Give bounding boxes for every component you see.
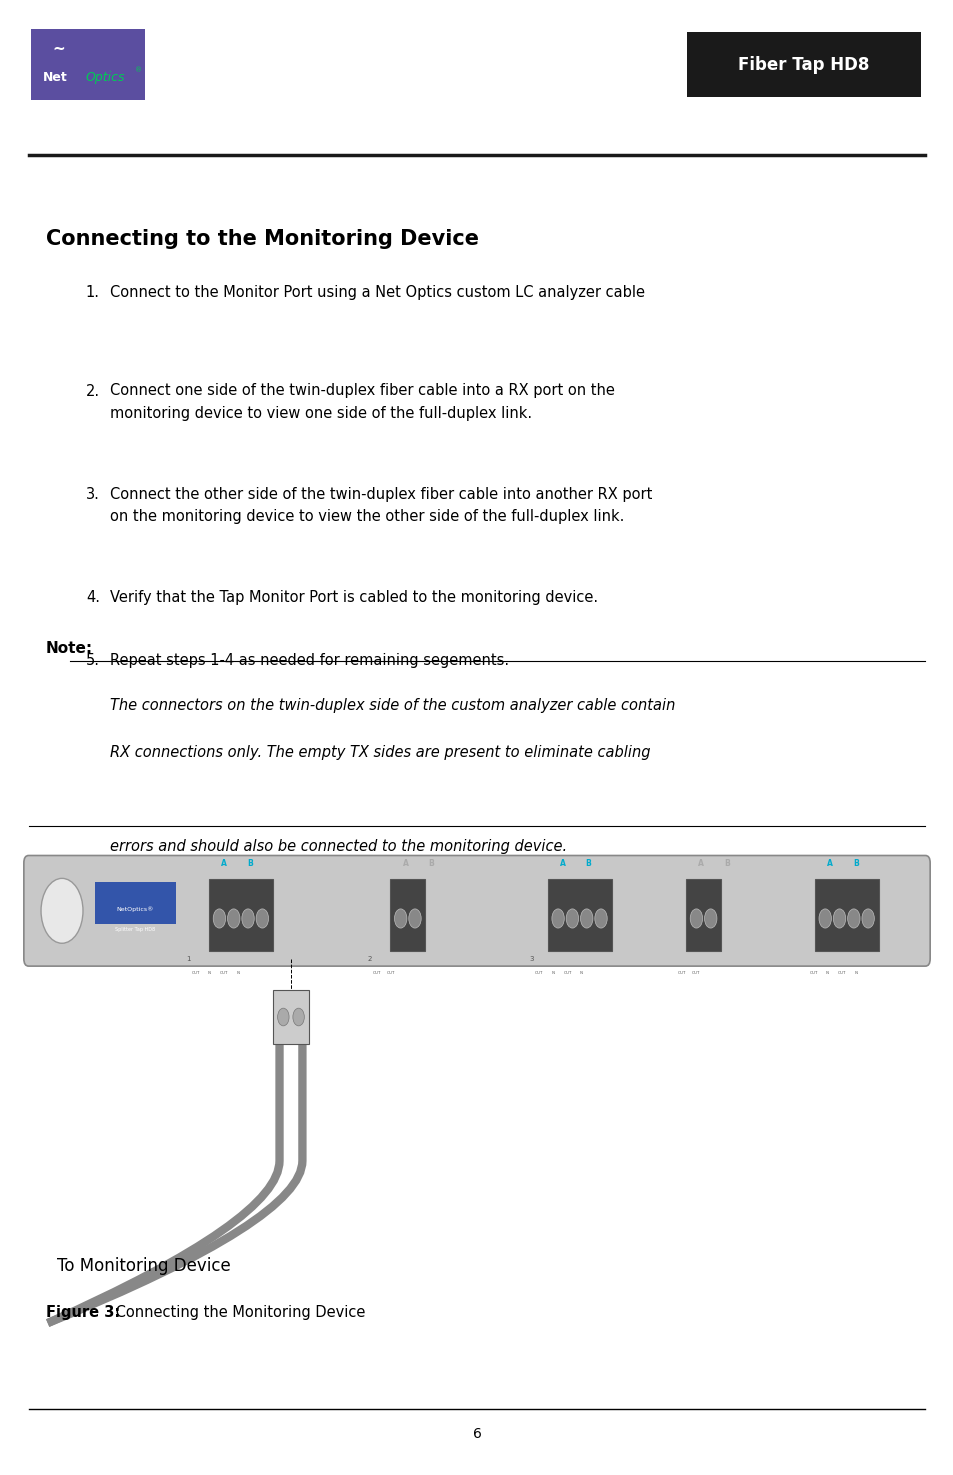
Text: IN: IN [854, 971, 858, 975]
FancyBboxPatch shape [685, 879, 720, 951]
Text: Connect to the Monitor Port using a Net Optics custom LC analyzer cable: Connect to the Monitor Port using a Net … [110, 285, 644, 299]
Text: errors and should also be connected to the monitoring device.: errors and should also be connected to t… [110, 839, 566, 854]
Text: ®: ® [134, 68, 142, 74]
Text: Connect one side of the twin-duplex fiber cable into a RX port on the
monitoring: Connect one side of the twin-duplex fibe… [110, 384, 614, 420]
Text: B: B [723, 858, 729, 867]
Text: OUT: OUT [373, 971, 380, 975]
Text: 4.: 4. [86, 590, 100, 605]
Circle shape [227, 909, 239, 928]
Text: Verify that the Tap Monitor Port is cabled to the monitoring device.: Verify that the Tap Monitor Port is cabl… [110, 590, 598, 605]
Text: B: B [247, 858, 253, 867]
Circle shape [394, 909, 406, 928]
Text: 3: 3 [529, 956, 534, 962]
Text: Note:: Note: [46, 642, 92, 656]
Text: Splitter Tap HD8: Splitter Tap HD8 [115, 928, 155, 932]
Text: IN: IN [579, 971, 583, 975]
Text: A: A [559, 858, 565, 867]
Text: A: A [221, 858, 227, 867]
Text: OUT: OUT [192, 971, 199, 975]
Text: IN: IN [236, 971, 240, 975]
Text: Figure 3:: Figure 3: [46, 1305, 120, 1320]
FancyBboxPatch shape [95, 882, 176, 923]
Text: OUT: OUT [809, 971, 817, 975]
Circle shape [861, 909, 873, 928]
FancyBboxPatch shape [686, 32, 920, 97]
Text: B: B [428, 858, 434, 867]
FancyBboxPatch shape [24, 855, 929, 966]
FancyBboxPatch shape [547, 879, 611, 951]
Text: OUT: OUT [387, 971, 395, 975]
Circle shape [565, 909, 578, 928]
Text: OUT: OUT [220, 971, 228, 975]
Circle shape [551, 909, 563, 928]
Text: ~: ~ [52, 41, 66, 58]
Text: 1: 1 [186, 956, 191, 962]
Text: Fiber Tap HD8: Fiber Tap HD8 [738, 56, 868, 74]
Text: OUT: OUT [678, 971, 685, 975]
Circle shape [846, 909, 860, 928]
Text: RX connections only. The empty TX sides are present to eliminate cabling: RX connections only. The empty TX sides … [110, 745, 650, 760]
Text: 2.: 2. [86, 384, 100, 398]
Text: 1.: 1. [86, 285, 100, 299]
Text: 2: 2 [367, 956, 372, 962]
Text: OUT: OUT [838, 971, 845, 975]
Circle shape [242, 909, 253, 928]
Circle shape [595, 909, 607, 928]
Text: Connecting to the Monitoring Device: Connecting to the Monitoring Device [46, 229, 478, 249]
Circle shape [579, 909, 593, 928]
Text: 5.: 5. [86, 653, 100, 668]
Text: B: B [852, 858, 858, 867]
Text: A: A [826, 858, 832, 867]
FancyBboxPatch shape [273, 990, 309, 1044]
Circle shape [255, 909, 269, 928]
Circle shape [408, 909, 421, 928]
Circle shape [277, 1009, 289, 1027]
Text: Repeat steps 1-4 as needed for remaining segements.: Repeat steps 1-4 as needed for remaining… [110, 653, 508, 668]
Text: OUT: OUT [563, 971, 571, 975]
Circle shape [41, 879, 83, 944]
Circle shape [213, 909, 225, 928]
Text: OUT: OUT [692, 971, 700, 975]
Text: NetOptics®: NetOptics® [116, 906, 154, 912]
Circle shape [293, 1009, 304, 1027]
Text: Net: Net [43, 71, 68, 84]
Text: Connect the other side of the twin-duplex fiber cable into another RX port
on th: Connect the other side of the twin-duple… [110, 487, 652, 524]
FancyBboxPatch shape [390, 879, 425, 951]
FancyBboxPatch shape [814, 879, 878, 951]
Text: IN: IN [208, 971, 212, 975]
Circle shape [818, 909, 830, 928]
Text: B: B [585, 858, 591, 867]
Text: 6: 6 [472, 1426, 481, 1441]
Text: IN: IN [825, 971, 829, 975]
Text: 3.: 3. [86, 487, 100, 502]
Circle shape [832, 909, 844, 928]
FancyBboxPatch shape [209, 879, 273, 951]
Circle shape [703, 909, 717, 928]
Text: A: A [698, 858, 703, 867]
Text: OUT: OUT [535, 971, 542, 975]
Circle shape [689, 909, 701, 928]
Text: The connectors on the twin-duplex side of the custom analyzer cable contain: The connectors on the twin-duplex side o… [110, 698, 675, 712]
Text: Connecting the Monitoring Device: Connecting the Monitoring Device [111, 1305, 365, 1320]
Text: Optics: Optics [85, 71, 125, 84]
Text: To Monitoring Device: To Monitoring Device [57, 1257, 231, 1274]
FancyBboxPatch shape [30, 30, 145, 100]
Text: A: A [402, 858, 408, 867]
Text: IN: IN [551, 971, 555, 975]
